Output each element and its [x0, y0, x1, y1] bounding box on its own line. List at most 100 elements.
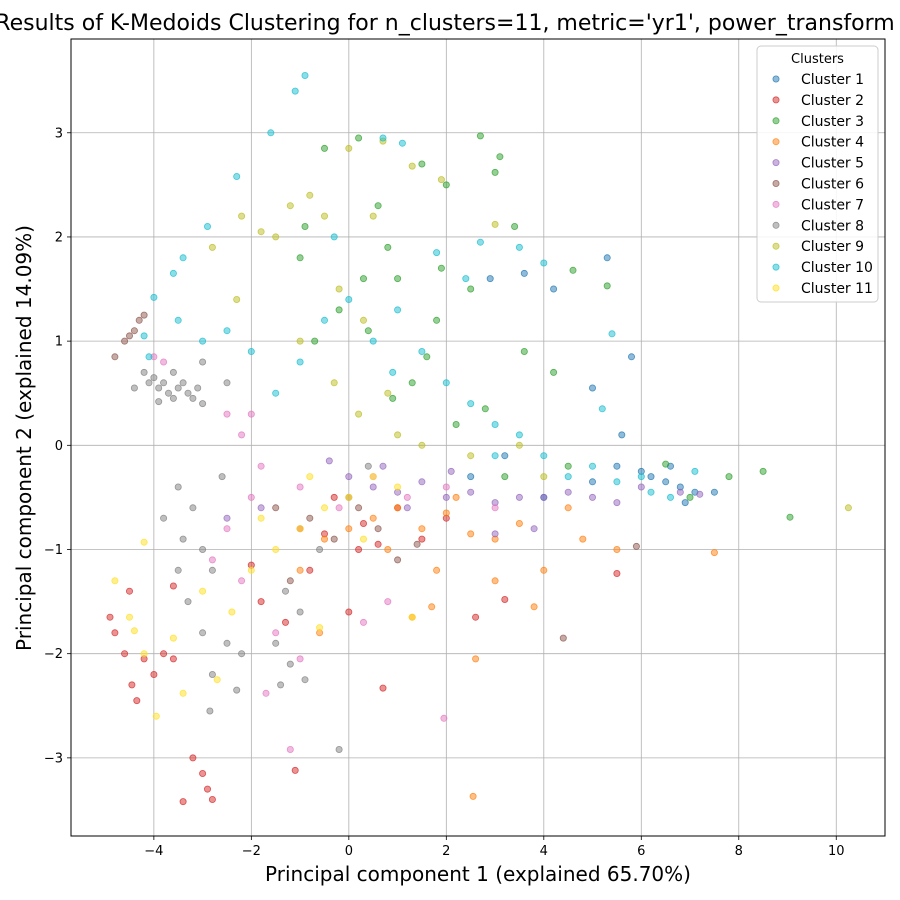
scatter-point — [359, 520, 367, 528]
scatter-point — [140, 538, 148, 546]
scatter-point — [330, 535, 338, 543]
legend-label: Cluster 11 — [801, 281, 873, 297]
scatter-point — [301, 222, 309, 230]
scatter-point — [335, 285, 343, 293]
legend-marker — [772, 75, 780, 83]
scatter-point — [686, 493, 694, 501]
scatter-point — [384, 598, 392, 606]
scatter-point — [223, 514, 231, 522]
scatter-point — [277, 681, 285, 689]
scatter-point — [194, 384, 202, 392]
scatter-point — [379, 134, 387, 142]
scatter-point — [530, 603, 538, 611]
legend-marker — [772, 96, 780, 104]
x-tick-label: 0 — [345, 844, 353, 859]
scatter-point — [296, 525, 304, 533]
scatter-point — [423, 353, 431, 361]
scatter-point — [179, 798, 187, 806]
scatter-point — [345, 525, 353, 533]
scatter-point — [272, 629, 280, 637]
scatter-point — [496, 153, 504, 161]
scatter-point — [437, 176, 445, 184]
scatter-point — [394, 556, 402, 564]
grid-lines — [71, 39, 885, 836]
scatter-point — [379, 462, 387, 470]
scatter-point — [345, 473, 353, 481]
scatter-point — [189, 394, 197, 402]
scatter-point — [540, 259, 548, 267]
y-axis-ticks: −3 −2 −1 0 1 2 3 — [44, 126, 71, 766]
scatter-point — [223, 639, 231, 647]
y-tick-label: 0 — [55, 439, 63, 454]
scatter-point — [335, 306, 343, 314]
scatter-point — [345, 295, 353, 303]
scatter-point — [384, 546, 392, 554]
series-cluster-3 — [296, 132, 794, 521]
scatter-point — [320, 535, 328, 543]
scatter-point — [589, 462, 597, 470]
scatter-point — [223, 379, 231, 387]
scatter-point — [152, 712, 160, 720]
scatter-point — [467, 530, 475, 538]
scatter-point — [296, 566, 304, 574]
scatter-point — [374, 525, 382, 533]
scatter-point — [759, 467, 767, 475]
scatter-point — [637, 473, 645, 481]
scatter-point — [491, 168, 499, 176]
scatter-point — [520, 347, 528, 355]
x-axis-label: Principal component 1 (explained 65.70%) — [265, 862, 691, 886]
scatter-point — [296, 655, 304, 663]
scatter-point — [272, 389, 280, 397]
scatter-point — [384, 243, 392, 251]
scatter-point — [345, 608, 353, 616]
scatter-point — [613, 462, 621, 470]
scatter-point — [647, 488, 655, 496]
scatter-point — [476, 238, 484, 246]
scatter-point — [238, 577, 246, 585]
scatter-point — [369, 212, 377, 220]
scatter-point — [667, 493, 675, 501]
scatter-point — [160, 358, 168, 366]
scatter-point — [121, 337, 129, 345]
y-tick-label: −3 — [44, 751, 63, 766]
scatter-point — [491, 504, 499, 512]
scatter-point — [408, 613, 416, 621]
scatter-point — [355, 504, 363, 512]
scatter-point — [238, 431, 246, 439]
scatter-point — [559, 634, 567, 642]
legend-label: Cluster 8 — [801, 218, 864, 234]
scatter-point — [569, 266, 577, 274]
scatter-point — [540, 452, 548, 460]
scatter-point — [418, 441, 426, 449]
y-tick-label: −1 — [44, 543, 63, 558]
scatter-point — [345, 144, 353, 152]
scatter-point — [447, 467, 455, 475]
y-tick-label: −2 — [44, 647, 63, 662]
legend-item: Cluster 1 — [772, 72, 864, 88]
scatter-point — [440, 714, 448, 722]
scatter-point — [662, 478, 670, 486]
scatter-point — [442, 493, 450, 501]
scatter-point — [179, 254, 187, 262]
scatter-point — [169, 269, 177, 277]
scatter-point — [257, 504, 265, 512]
scatter-point — [150, 374, 158, 382]
scatter-point — [257, 514, 265, 522]
scatter-point — [145, 379, 153, 387]
scatter-point — [150, 293, 158, 301]
scatter-point — [291, 87, 299, 95]
scatter-point — [589, 493, 597, 501]
scatter-point — [501, 473, 509, 481]
scatter-point — [515, 493, 523, 501]
scatter-point — [199, 358, 207, 366]
scatter-point — [306, 566, 314, 574]
scatter-point — [320, 504, 328, 512]
scatter-point — [247, 347, 255, 355]
scatter-point — [418, 160, 426, 168]
scatter-point — [223, 327, 231, 335]
scatter-point — [320, 144, 328, 152]
scatter-point — [511, 222, 519, 230]
scatter-point — [179, 379, 187, 387]
scatter-point — [452, 420, 460, 428]
scatter-point — [281, 618, 289, 626]
